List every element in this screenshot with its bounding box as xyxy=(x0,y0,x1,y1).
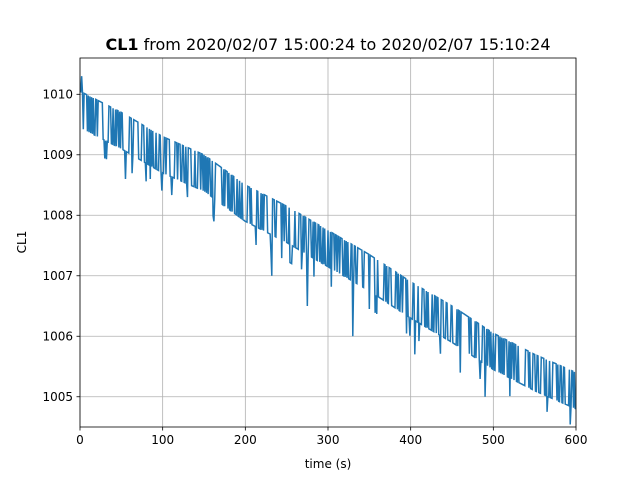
x-tick-label: 100 xyxy=(151,433,174,447)
series-line-cl1 xyxy=(79,76,577,425)
y-axis-label: CL1 xyxy=(15,231,29,254)
x-tick-label: 500 xyxy=(482,433,505,447)
y-tick-label: 1005 xyxy=(42,390,73,404)
y-tick-label: 1010 xyxy=(42,87,73,101)
x-tick-label: 300 xyxy=(317,433,340,447)
x-tick-label: 0 xyxy=(76,433,84,447)
chart-title: CL1 from 2020/02/07 15:00:24 to 2020/02/… xyxy=(105,35,550,54)
y-axis-ticks: 1005 1006 1007 1008 1009 1010 xyxy=(42,87,80,404)
x-tick-label: 200 xyxy=(234,433,257,447)
chart-title-range: from 2020/02/07 15:00:24 to 2020/02/07 1… xyxy=(139,35,551,54)
x-tick-label: 400 xyxy=(399,433,422,447)
x-tick-label: 600 xyxy=(565,433,588,447)
y-tick-label: 1009 xyxy=(42,148,73,162)
y-tick-label: 1007 xyxy=(42,269,73,283)
chart-title-series: CL1 xyxy=(105,35,138,54)
y-tick-label: 1008 xyxy=(42,208,73,222)
x-axis-label: time (s) xyxy=(305,457,352,471)
y-tick-label: 1006 xyxy=(42,329,73,343)
plot-series xyxy=(79,76,577,425)
grid xyxy=(79,58,577,427)
x-axis-ticks: 0 100 200 300 400 500 600 xyxy=(76,427,587,447)
